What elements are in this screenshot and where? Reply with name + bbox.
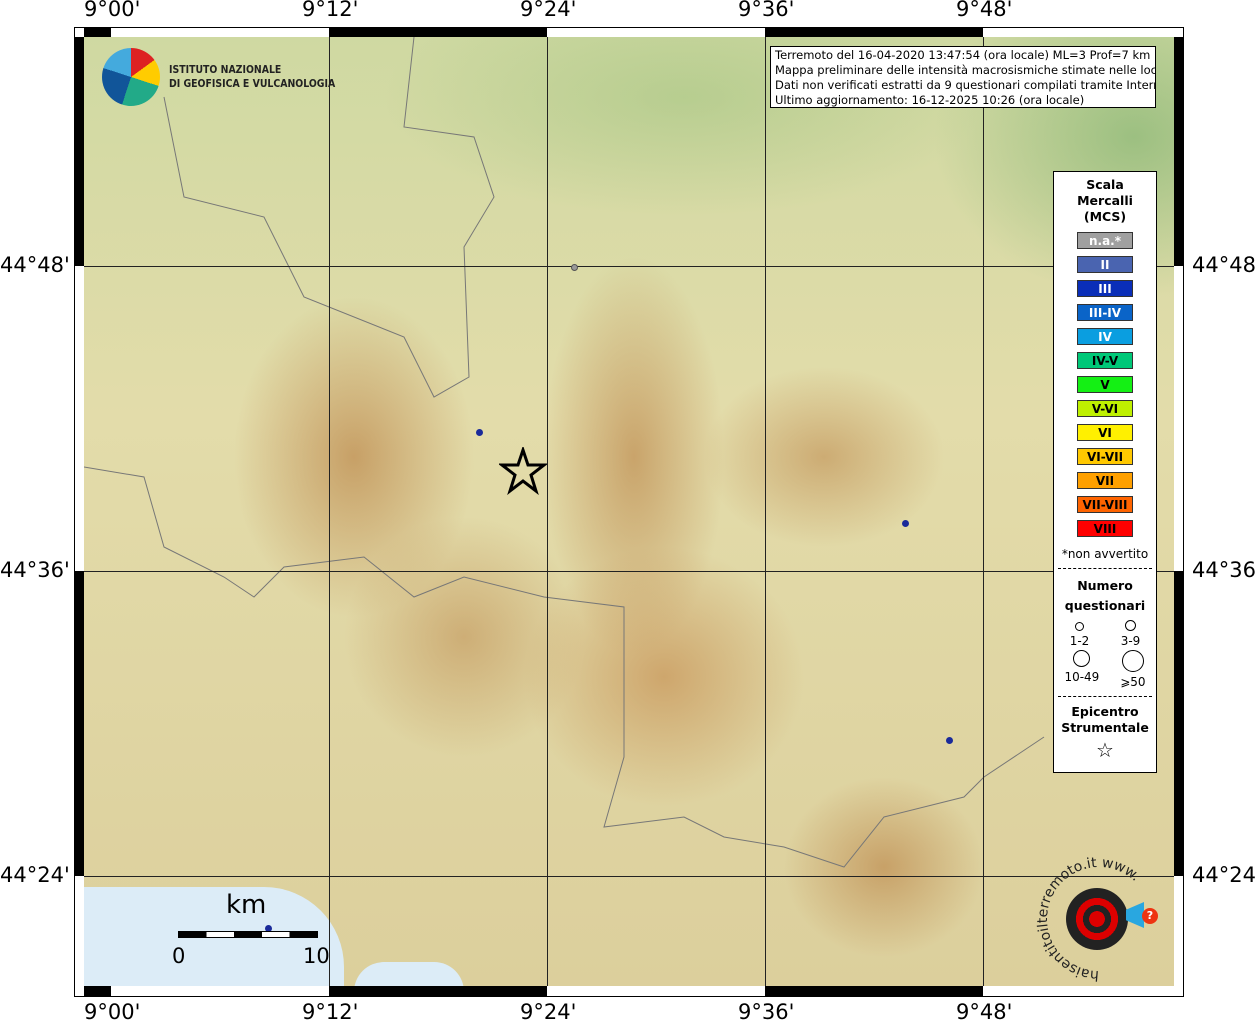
- lat-label: 44°48': [0, 253, 70, 277]
- intensity-swatch: II: [1077, 256, 1133, 273]
- frame-segment: [74, 571, 84, 876]
- scale-end: 10: [303, 944, 330, 968]
- frame-segment: [84, 27, 111, 37]
- frame-segment: [329, 27, 547, 37]
- count-label: ⩾50: [1120, 675, 1146, 689]
- locality-point[interactable]: [265, 925, 272, 932]
- intensity-swatch: VII-VIII: [1077, 496, 1133, 513]
- lon-label: 9°12': [302, 0, 359, 21]
- parallel: [84, 876, 1174, 877]
- lon-label: 9°24': [520, 1000, 577, 1024]
- lon-label: 9°00': [84, 1000, 141, 1024]
- event-info-box: Terremoto del 16-04-2020 13:47:54 (ora l…: [770, 46, 1156, 108]
- parallel: [84, 571, 1174, 572]
- circle-small-icon: [1074, 622, 1084, 631]
- legend-title: Numero: [1077, 578, 1133, 593]
- info-line: Ultimo aggiornamento: 16-12-2025 10:26 (…: [775, 93, 1085, 107]
- parallel: [84, 266, 1174, 267]
- locality-point[interactable]: [902, 520, 909, 527]
- circle-large-icon: [1073, 650, 1091, 667]
- lon-label: 9°48': [956, 1000, 1013, 1024]
- frame-segment: [1174, 37, 1184, 266]
- scale-bar: km 0 10: [170, 890, 330, 970]
- intensity-swatch: n.a.*: [1077, 232, 1133, 249]
- meridian: [983, 37, 984, 986]
- lon-label: 9°00': [84, 0, 141, 21]
- star-icon: ☆: [1096, 738, 1114, 762]
- legend-title: Epicentro: [1071, 704, 1139, 719]
- count-label: 10-49: [1064, 670, 1100, 684]
- intensity-swatch: III-IV: [1077, 304, 1133, 321]
- terrain-map[interactable]: [84, 37, 1174, 986]
- meridian: [547, 37, 548, 986]
- haisentito-text-path: haisentitoilterremoto.it www.: [1036, 856, 1143, 982]
- circle-xlarge-icon: [1121, 650, 1144, 672]
- frame-segment: [84, 986, 111, 996]
- locality-point[interactable]: [476, 429, 483, 436]
- frame-segment: [1174, 571, 1184, 876]
- intensity-swatch: VI: [1077, 424, 1133, 441]
- info-line: Dati non verificati estratti da 9 questi…: [775, 78, 1156, 92]
- epicenter-star-icon[interactable]: [499, 447, 547, 495]
- count-label: 3-9: [1120, 634, 1141, 648]
- frame-segment: [329, 986, 547, 996]
- intensity-swatch: VII: [1077, 472, 1133, 489]
- lat-label: 44°48': [1192, 253, 1257, 277]
- help-icon: ?: [1142, 908, 1158, 924]
- globe-icon: [102, 48, 160, 106]
- legend-title: (MCS): [1083, 209, 1127, 224]
- logo-line2: DI GEOFISICA E VULCANOLOGIA: [169, 77, 336, 90]
- lat-label: 44°24': [1192, 863, 1257, 887]
- lon-label: 9°36': [738, 1000, 795, 1024]
- frame-segment: [765, 986, 983, 996]
- lat-label: 44°36': [1192, 558, 1257, 582]
- target-icon: [1066, 888, 1128, 950]
- lat-label: 44°24': [0, 863, 70, 887]
- intensity-swatch: IV: [1077, 328, 1133, 345]
- logo-line1: ISTITUTO NAZIONALE: [169, 63, 282, 76]
- lat-label: 44°36': [0, 558, 70, 582]
- intensity-swatch: IV-V: [1077, 352, 1133, 369]
- haisentito-logo[interactable]: ? haisentitoilterremoto.it www.: [1036, 856, 1162, 982]
- haisentito-text: haisentitoilterremoto.it www.: [1036, 856, 1143, 982]
- lon-label: 9°12': [302, 1000, 359, 1024]
- count-label: 1-2: [1069, 634, 1090, 648]
- lon-label: 9°24': [520, 0, 577, 21]
- ingv-logo: ISTITUTO NAZIONALE DI GEOFISICA E VULCAN…: [102, 48, 365, 106]
- intensity-swatch: V: [1077, 376, 1133, 393]
- meridian: [765, 37, 766, 986]
- info-line: Terremoto del 16-04-2020 13:47:54 (ora l…: [775, 48, 1151, 62]
- locality-point-na[interactable]: [571, 264, 578, 271]
- intensity-scale: n.a.* II III III-IV IV IV-V V V-VI VI VI-VII VII VI…: [1054, 232, 1156, 537]
- locality-point[interactable]: [946, 737, 953, 744]
- haisentito-text-ring: haisentitoilterremoto.it www.: [1036, 856, 1143, 982]
- lon-label: 9°36': [738, 0, 795, 21]
- frame-segment: [765, 27, 983, 37]
- legend-title: questionari: [1064, 598, 1146, 613]
- legend: Scala Mercalli (MCS) n.a.* II III III-IV IV I…: [1053, 171, 1157, 773]
- lon-label: 9°48': [956, 0, 1013, 21]
- frame-segment: [74, 37, 84, 266]
- info-line: Mappa preliminare delle intensità macros…: [775, 63, 1156, 77]
- scale-unit: km: [226, 890, 267, 920]
- intensity-swatch: III: [1077, 280, 1133, 297]
- legend-title: Strumentale: [1061, 720, 1149, 735]
- circle-medium-icon: [1124, 620, 1136, 631]
- meridian: [329, 37, 330, 986]
- intensity-swatch: VIII: [1077, 520, 1133, 537]
- legend-note: *non avvertito: [1061, 547, 1149, 561]
- legend-title: Scala: [1086, 177, 1124, 192]
- intensity-swatch: V-VI: [1077, 400, 1133, 417]
- intensity-swatch: VI-VII: [1077, 448, 1133, 465]
- legend-title: Mercalli: [1077, 193, 1133, 208]
- borders: [84, 37, 1045, 868]
- scale-start: 0: [172, 944, 186, 968]
- sea: [354, 962, 464, 986]
